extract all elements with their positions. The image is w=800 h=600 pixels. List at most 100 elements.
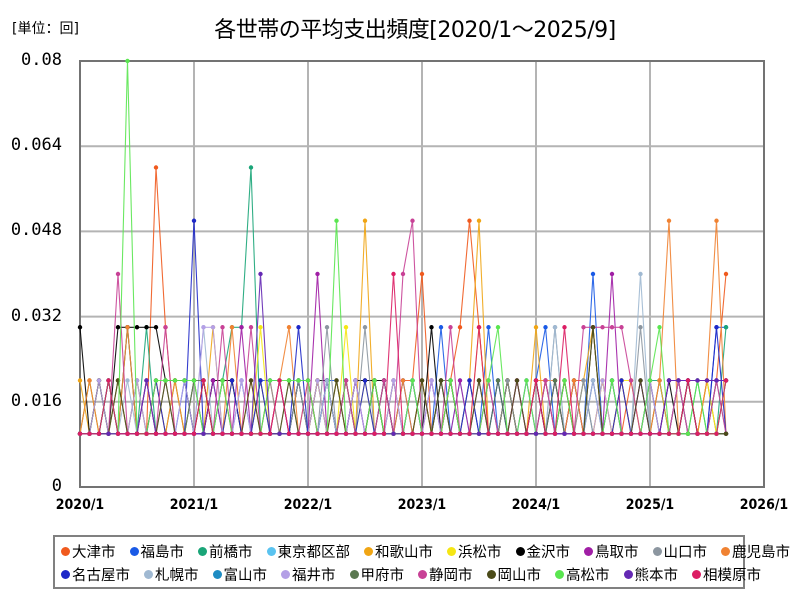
y-tick-label: 0.016: [10, 390, 62, 411]
data-point: [372, 431, 377, 436]
data-point: [315, 378, 320, 383]
legend-marker-icon: [61, 570, 70, 579]
legend-item[interactable]: 山口市: [652, 541, 707, 562]
legend-item[interactable]: 岡山市: [486, 564, 541, 585]
data-point: [628, 378, 634, 383]
data-point: [343, 378, 349, 383]
data-point: [182, 378, 187, 383]
legend-item[interactable]: 静岡市: [418, 564, 473, 585]
data-point: [210, 325, 216, 330]
data-point: [305, 431, 311, 436]
data-point: [77, 325, 83, 330]
data-point: [153, 165, 159, 170]
legend-item[interactable]: 富山市: [212, 564, 267, 585]
data-point: [172, 378, 178, 383]
data-point: [324, 431, 330, 436]
data-point: [258, 325, 263, 330]
series-line: [77, 271, 729, 436]
data-point: [723, 325, 729, 330]
legend-marker-icon: [652, 547, 662, 556]
series-line: [77, 165, 729, 436]
data-point: [191, 218, 197, 223]
data-point: [153, 431, 159, 436]
legend-item[interactable]: 東京都区部: [266, 541, 350, 562]
data-point: [543, 325, 548, 330]
data-point: [505, 431, 510, 436]
data-point: [239, 431, 244, 436]
legend-item[interactable]: 浜松市: [447, 541, 502, 562]
legend-label: 高松市: [566, 568, 610, 584]
legend-label: 鳥取市: [595, 545, 639, 561]
data-point: [163, 378, 168, 383]
data-point: [210, 378, 216, 383]
data-point: [324, 378, 330, 383]
x-tick-label: 2025/1: [625, 497, 675, 513]
legend-item[interactable]: 札幌市: [144, 564, 199, 585]
series-line: [77, 165, 729, 436]
data-point: [600, 325, 605, 330]
legend-row: 大津市 福島市 前橋市 東京都区部 和歌山市 浜松市 金沢市 鳥取市 山口市 鹿児島市: [61, 540, 790, 563]
data-point: [505, 378, 510, 383]
legend-item[interactable]: 鳥取市: [584, 541, 639, 562]
data-point: [657, 431, 662, 436]
legend-marker-icon: [584, 547, 593, 556]
data-point: [638, 431, 643, 436]
legend-item[interactable]: 甲府市: [349, 564, 404, 585]
y-tick-label: 0: [51, 476, 62, 496]
data-point: [296, 431, 301, 436]
data-point: [571, 431, 577, 436]
data-point: [144, 378, 149, 383]
data-point: [400, 431, 406, 436]
data-point: [315, 431, 320, 436]
legend-item[interactable]: 名古屋市: [61, 564, 130, 585]
data-point: [220, 325, 225, 330]
data-point: [609, 325, 615, 330]
data-point: [704, 431, 710, 436]
data-point: [714, 431, 719, 436]
legend-label: 大津市: [72, 545, 116, 561]
data-point: [438, 378, 444, 383]
data-point: [524, 378, 529, 383]
data-point: [125, 325, 130, 330]
data-point: [438, 431, 444, 436]
legend-item[interactable]: 高松市: [555, 564, 610, 585]
data-point: [296, 378, 301, 383]
data-point: [419, 378, 425, 383]
data-point: [590, 378, 596, 383]
data-point: [334, 218, 339, 223]
data-point: [362, 378, 368, 383]
legend-item[interactable]: 和歌山市: [364, 541, 433, 562]
legend-item[interactable]: 前橋市: [198, 541, 253, 562]
data-point: [391, 431, 396, 436]
data-point: [229, 431, 235, 436]
data-point: [210, 431, 216, 436]
legend-item[interactable]: 相模原市: [692, 564, 761, 585]
legend-item[interactable]: 熊本市: [623, 564, 678, 585]
data-point: [372, 378, 377, 383]
data-point: [429, 378, 434, 383]
legend-item[interactable]: 福井市: [281, 564, 336, 585]
legend-label: 和歌山市: [375, 545, 433, 561]
legend-item[interactable]: 大津市: [61, 541, 116, 562]
data-point: [590, 271, 596, 277]
series-line: [77, 271, 729, 436]
data-point: [381, 378, 387, 383]
data-point: [714, 378, 719, 383]
data-point: [106, 378, 111, 383]
legend-item[interactable]: 福島市: [129, 541, 184, 562]
data-point: [400, 271, 406, 277]
data-point: [638, 271, 643, 277]
data-point: [77, 431, 83, 436]
data-point: [562, 378, 567, 383]
legend-row: 名古屋市 札幌市 富山市 福井市 甲府市 静岡市 岡山市 高松市 熊本市 相模原市: [61, 563, 761, 586]
data-point: [666, 218, 672, 223]
legend-item[interactable]: 金沢市: [515, 541, 570, 562]
data-point: [552, 431, 558, 436]
data-point: [353, 431, 358, 436]
data-point: [533, 378, 539, 383]
data-point: [144, 325, 149, 330]
data-point: [457, 431, 463, 436]
legend-item[interactable]: 鹿児島市: [721, 541, 790, 562]
data-point: [619, 378, 624, 383]
